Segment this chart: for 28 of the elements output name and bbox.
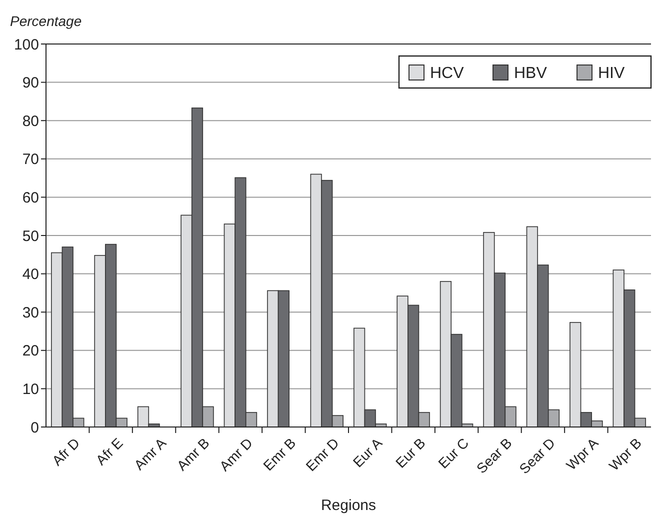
- y-tick-label: 80: [22, 112, 39, 130]
- y-tick-label: 70: [22, 151, 39, 168]
- y-tick-label: 40: [22, 266, 39, 284]
- y-tick-label: 20: [22, 342, 39, 360]
- x-tick-label: Amr D: [216, 434, 256, 474]
- legend-label: HIV: [598, 65, 625, 82]
- y-tick-label: 50: [22, 228, 39, 245]
- y-tick-label: 90: [22, 74, 39, 92]
- legend-label: HCV: [430, 65, 464, 82]
- y-tick-label: 10: [22, 380, 39, 398]
- x-tick-label: Amr A: [130, 434, 170, 474]
- legend-label: HBV: [514, 65, 548, 82]
- x-tick-label: Amr B: [173, 434, 212, 474]
- y-tick-label: 30: [22, 304, 39, 322]
- x-tick-label: Emr D: [302, 434, 342, 474]
- x-axis-title: Regions: [320, 497, 376, 514]
- x-tick-label: Wpr B: [606, 434, 644, 474]
- x-tick-label: Afr D: [48, 434, 83, 469]
- y-tick-label: 100: [14, 36, 39, 54]
- y-tick-label: 60: [22, 189, 39, 206]
- y-tick-label: 0: [30, 419, 39, 436]
- x-tick-label: Eur B: [392, 434, 428, 471]
- x-tick-label: Eur A: [350, 434, 386, 470]
- y-axis-title: Percentage: [10, 13, 82, 29]
- x-tick-label: Wpr A: [562, 434, 602, 474]
- x-tick-label: Afr E: [92, 434, 126, 468]
- x-tick-label: Eur C: [434, 434, 472, 472]
- x-tick-label: Emr B: [260, 434, 299, 474]
